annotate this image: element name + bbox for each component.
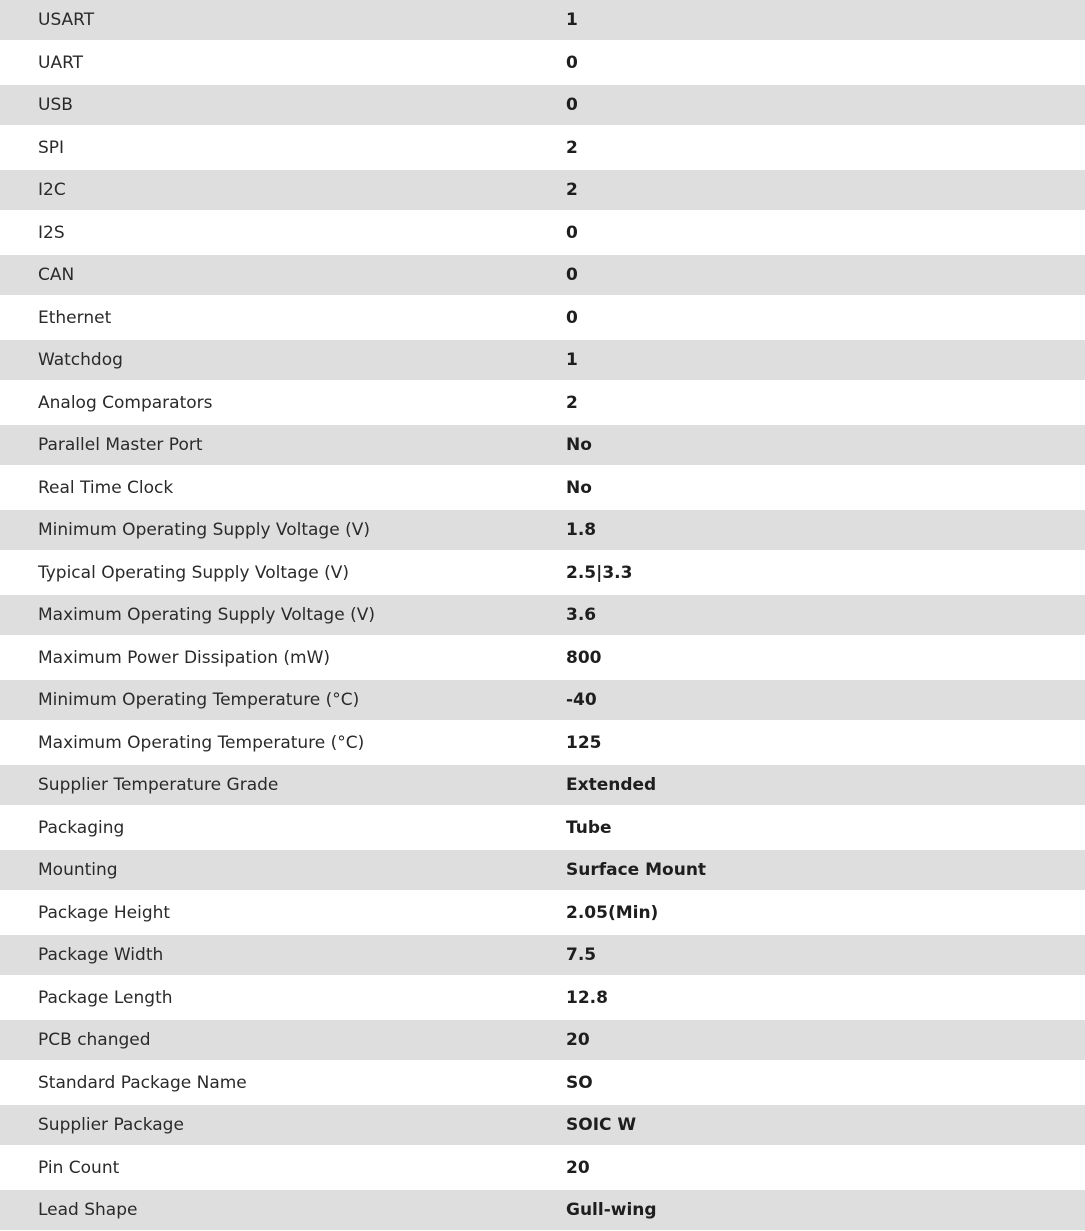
spec-label: Lead Shape (38, 1200, 138, 1220)
spec-value: 0 (566, 265, 578, 285)
spec-value: No (566, 435, 592, 455)
spec-row: Package Height 2.05(Min) (0, 890, 1085, 935)
spec-row: Package Width 7.5 (0, 935, 1085, 975)
spec-label: UART (38, 52, 84, 73)
spec-label: Package Width (38, 945, 164, 965)
spec-value: 2 (566, 137, 578, 158)
spec-value: 1 (566, 350, 578, 370)
spec-row: Package Length 12.8 (0, 975, 1085, 1020)
spec-value: Gull-wing (566, 1200, 657, 1220)
spec-label: Minimum Operating Supply Voltage (V) (38, 520, 370, 540)
spec-row: SPI 2 (0, 125, 1085, 170)
spec-row: Minimum Operating Supply Voltage (V) 1.8 (0, 510, 1085, 550)
spec-value: 0 (566, 52, 578, 73)
spec-row: I2S 0 (0, 210, 1085, 255)
spec-value: 3.6 (566, 605, 597, 625)
spec-label: Mounting (38, 860, 118, 880)
spec-row: Maximum Operating Supply Voltage (V) 3.6 (0, 595, 1085, 635)
spec-value: Surface Mount (566, 860, 707, 880)
spec-value: 2 (566, 180, 578, 200)
spec-label: CAN (38, 265, 75, 285)
spec-value: 0 (566, 95, 578, 115)
spec-value: SO (566, 1072, 593, 1093)
spec-row: Standard Package Name SO (0, 1060, 1085, 1105)
spec-label: I2S (38, 222, 65, 243)
spec-label: Maximum Operating Supply Voltage (V) (38, 605, 375, 625)
spec-row: Supplier Package SOIC W (0, 1105, 1085, 1145)
spec-label: Typical Operating Supply Voltage (V) (38, 562, 349, 583)
spec-row: Lead Shape Gull-wing (0, 1190, 1085, 1230)
spec-row: Watchdog 1 (0, 340, 1085, 380)
spec-row: Packaging Tube (0, 805, 1085, 850)
spec-row: UART 0 (0, 40, 1085, 85)
spec-label: Pin Count (38, 1157, 120, 1178)
spec-value: Extended (566, 775, 657, 795)
spec-row: Mounting Surface Mount (0, 850, 1085, 890)
spec-label: Minimum Operating Temperature (°C) (38, 690, 360, 710)
spec-row: Minimum Operating Temperature (°C) -40 (0, 680, 1085, 720)
spec-value: 2.05(Min) (566, 902, 659, 923)
spec-label: Parallel Master Port (38, 435, 203, 455)
spec-label: Maximum Power Dissipation (mW) (38, 647, 331, 668)
spec-label: Packaging (38, 817, 125, 838)
spec-value: 7.5 (566, 945, 597, 965)
spec-row: CAN 0 (0, 255, 1085, 295)
spec-value: 0 (566, 307, 578, 328)
spec-label: Watchdog (38, 350, 123, 370)
spec-row: Supplier Temperature Grade Extended (0, 765, 1085, 805)
spec-label: Package Length (38, 987, 173, 1008)
spec-label: Supplier Temperature Grade (38, 775, 279, 795)
spec-label: Package Height (38, 902, 171, 923)
spec-label: Real Time Clock (38, 477, 174, 498)
spec-value: 125 (566, 732, 602, 753)
spec-value: 1 (566, 10, 578, 30)
spec-row: PCB changed 20 (0, 1020, 1085, 1060)
spec-label: Standard Package Name (38, 1072, 247, 1093)
spec-row: Parallel Master Port No (0, 425, 1085, 465)
spec-value: 20 (566, 1157, 590, 1178)
spec-value: Tube (566, 817, 612, 838)
spec-row: Real Time Clock No (0, 465, 1085, 510)
spec-row: USB 0 (0, 85, 1085, 125)
spec-value: 0 (566, 222, 578, 243)
spec-row: Typical Operating Supply Voltage (V) 2.5|… (0, 550, 1085, 595)
spec-value: 2 (566, 392, 578, 413)
spec-label: Maximum Operating Temperature (°C) (38, 732, 365, 753)
spec-label: PCB changed (38, 1030, 151, 1050)
spec-row: Maximum Operating Temperature (°C) 125 (0, 720, 1085, 765)
spec-row: Pin Count 20 (0, 1145, 1085, 1190)
spec-row: I2C 2 (0, 170, 1085, 210)
spec-label: USB (38, 95, 73, 115)
spec-value: No (566, 477, 592, 498)
spec-value: 800 (566, 647, 602, 668)
spec-label: Analog Comparators (38, 392, 213, 413)
spec-value: 20 (566, 1030, 590, 1050)
spec-label: Supplier Package (38, 1115, 184, 1135)
spec-label: Ethernet (38, 307, 112, 328)
spec-value: 2.5|3.3 (566, 562, 633, 583)
spec-label: I2C (38, 180, 66, 200)
spec-value: 1.8 (566, 520, 597, 540)
spec-value: -40 (566, 690, 597, 710)
spec-label: USART (38, 10, 95, 30)
spec-value: SOIC W (566, 1115, 637, 1135)
spec-row: USART 1 (0, 0, 1085, 40)
spec-row: Ethernet 0 (0, 295, 1085, 340)
spec-row: Maximum Power Dissipation (mW) 800 (0, 635, 1085, 680)
spec-value: 12.8 (566, 987, 608, 1008)
spec-row: Analog Comparators 2 (0, 380, 1085, 425)
spec-label: SPI (38, 137, 65, 158)
